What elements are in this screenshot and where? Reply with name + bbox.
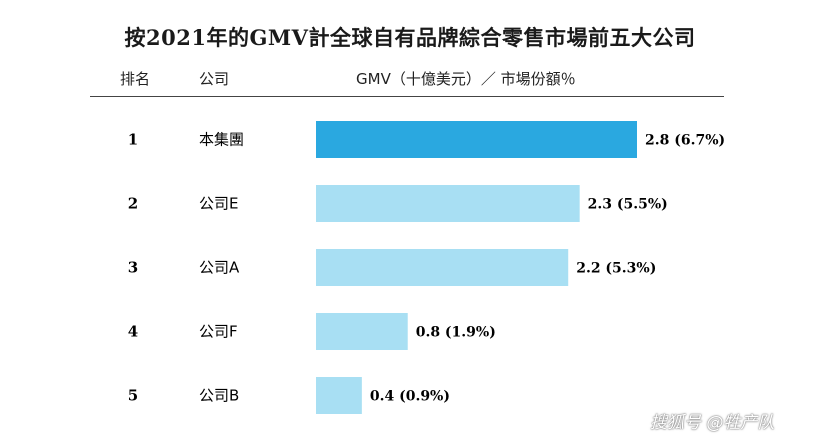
bar <box>316 377 362 414</box>
column-header-rank: 排名 <box>120 70 151 88</box>
rank-label: 3 <box>128 259 138 277</box>
rank-label: 2 <box>128 195 138 213</box>
data-label: 0.4 (0.9%) <box>370 389 450 405</box>
company-label: 公司B <box>199 387 239 405</box>
data-label: 2.2 (5.3%) <box>576 261 656 277</box>
company-label: 公司E <box>199 195 238 213</box>
data-label: 2.3 (5.5%) <box>588 197 668 213</box>
data-label: 0.8 (1.9%) <box>416 325 496 341</box>
watermark: 搜狐号 @牲产队 <box>650 413 775 433</box>
bar <box>316 313 408 350</box>
bar <box>316 121 637 158</box>
rank-label: 1 <box>128 131 138 149</box>
rank-label: 5 <box>128 387 138 405</box>
column-header-gmv: GMV（十億美元）／ 市場份額％ <box>356 70 576 88</box>
bar <box>316 185 580 222</box>
bar <box>316 249 569 286</box>
column-header-company: 公司 <box>199 70 230 88</box>
company-label: 本集團 <box>199 131 244 149</box>
rank-label: 4 <box>128 323 138 341</box>
company-label: 公司F <box>199 323 238 341</box>
data-label: 2.8 (6.7%) <box>645 133 725 149</box>
company-label: 公司A <box>199 259 240 277</box>
chart-title: 按2021年的GMV計全球自有品牌綜合零售市場前五大公司 <box>124 25 696 50</box>
header-divider <box>90 96 724 97</box>
